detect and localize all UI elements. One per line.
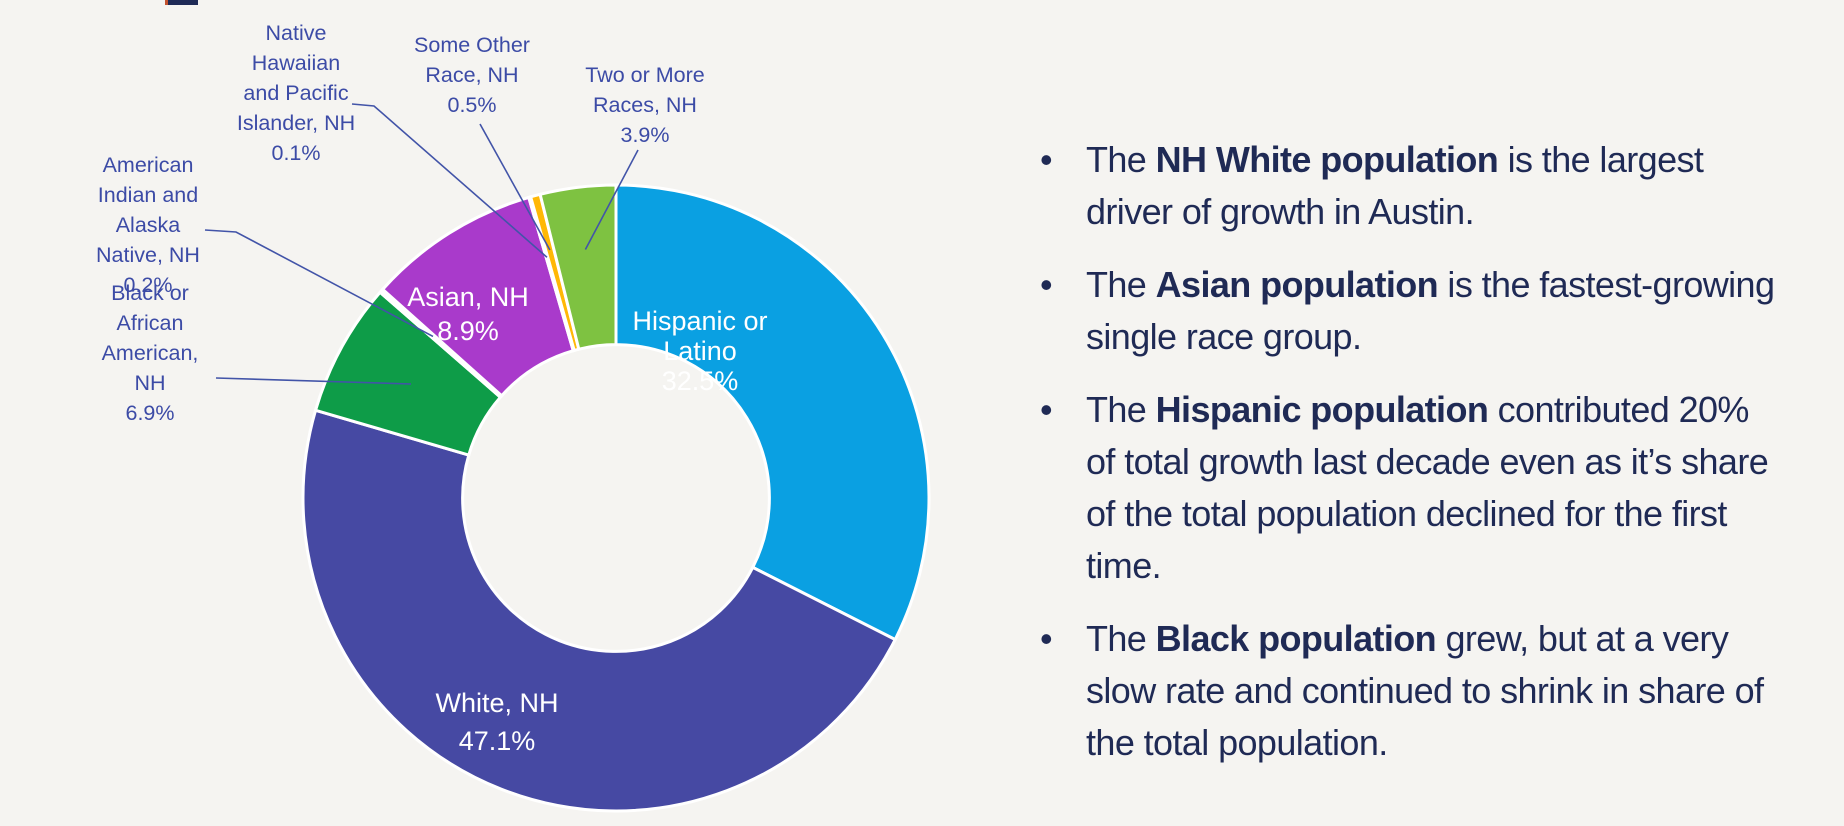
leader-line-some-other-race-nh: [479, 123, 551, 251]
data-label-native-hawaiian-and-pacific-islander-nh: Native Hawaiian and Pacific Islander, NH 0.1…: [237, 21, 355, 165]
leader-line-black-or-african-american-nh: [215, 377, 412, 385]
slice-hispanic-or-latino: [614, 183, 931, 642]
data-label-two-or-more-races-nh: Two or More Races, NH 3.9%: [585, 63, 704, 147]
bullet-item-2: • The Asian population is the fastest-gro…: [1038, 259, 1783, 363]
data-label-hispanic-or-latino: Hispanic or Latino 32.5%: [632, 306, 767, 396]
data-label-black-or-african-american-nh: Black or African American, NH 6.9%: [102, 281, 199, 425]
bullet-item-1: • The NH White population is the largest …: [1038, 134, 1783, 238]
data-label-some-other-race-nh: Some Other Race, NH 0.5%: [414, 33, 530, 117]
slice-white-nh: [301, 408, 898, 813]
data-label-white-nh: White, NH 47.1%: [435, 688, 558, 756]
bullet-marker: •: [1040, 389, 1053, 430]
bullet-text: The Asian population is the fastest-grow…: [1086, 264, 1775, 357]
bullet-marker: •: [1040, 264, 1053, 305]
bullet-list: • The NH White population is the largest …: [1038, 134, 1783, 790]
bullet-marker: •: [1040, 618, 1053, 659]
cropped-title-fragment: [165, 0, 198, 5]
leader-line-two-or-more-races-nh: [584, 149, 639, 250]
data-label-american-indian-and-alaska-native-nh: American Indian and Alaska Native, NH 0.2%: [96, 153, 200, 297]
leader-line-native-hawaiian-and-pacific-islander-nh: [351, 103, 548, 258]
bullet-text: The NH White population is the largest d…: [1086, 139, 1704, 232]
bullet-item-4: • The Black population grew, but at a ver…: [1038, 613, 1783, 769]
bullet-text: The Black population grew, but at a very…: [1086, 618, 1764, 763]
leader-line-american-indian-and-alaska-native-nh: [204, 229, 434, 338]
data-label-asian-nh: Asian, NH 8.9%: [407, 282, 529, 346]
bullet-marker: •: [1040, 139, 1053, 180]
donut-chart: Hispanic or Latino 32.5% White, NH 47.1% Blac…: [96, 21, 931, 813]
bullet-item-3: • The Hispanic population contributed 20%…: [1038, 384, 1783, 592]
bullet-text: The Hispanic population contributed 20% …: [1086, 389, 1769, 586]
